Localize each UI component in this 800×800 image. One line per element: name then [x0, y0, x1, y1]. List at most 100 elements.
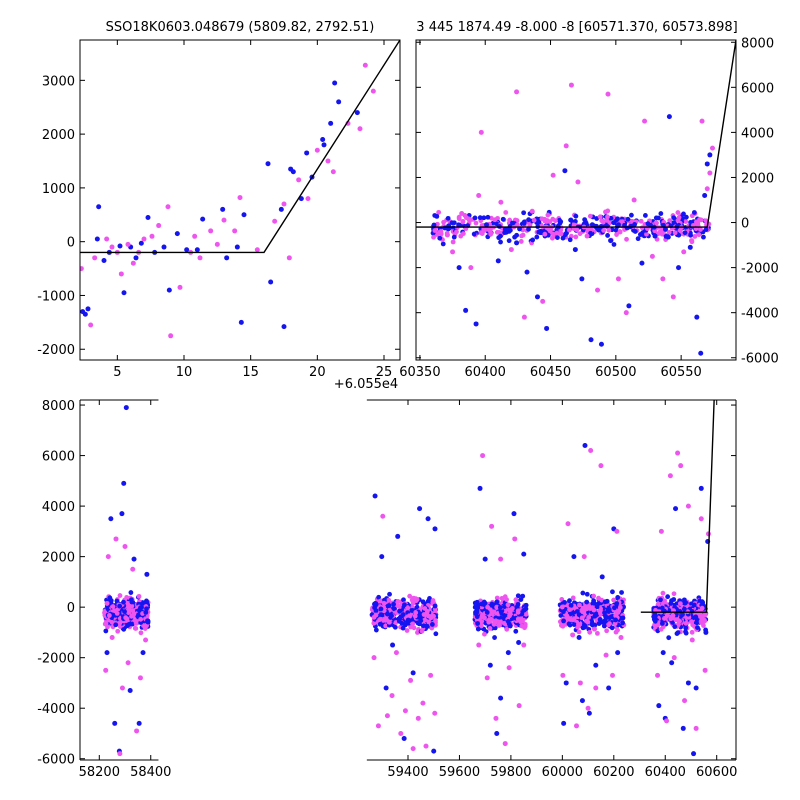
data-point — [410, 621, 416, 627]
data-point — [168, 333, 174, 339]
data-point — [512, 536, 518, 542]
data-point — [680, 725, 686, 731]
data-point — [606, 227, 612, 233]
data-point — [508, 247, 514, 253]
data-point — [123, 615, 129, 621]
data-point — [607, 220, 613, 226]
top-right-panel: 3 445 1874.49 -8.000 -8 [60571.370, 6057… — [399, 20, 779, 380]
data-point — [698, 516, 704, 522]
data-point — [658, 211, 664, 216]
data-point — [605, 91, 611, 97]
data-point — [129, 603, 135, 609]
data-point — [506, 226, 512, 232]
data-point — [701, 234, 706, 240]
data-point — [433, 618, 438, 623]
data-point — [82, 311, 88, 317]
data-point — [444, 232, 450, 238]
fit-line — [80, 40, 400, 254]
data-point — [504, 597, 509, 603]
y-tick-label: 0 — [67, 601, 75, 616]
data-point — [387, 619, 392, 625]
y-tick-label: -6000 — [37, 753, 75, 768]
data-point — [144, 606, 149, 612]
data-point — [402, 708, 408, 714]
data-point — [596, 227, 602, 233]
data-point — [473, 220, 479, 226]
data-point — [699, 118, 705, 124]
data-point — [296, 177, 302, 183]
data-point — [589, 222, 595, 228]
data-point — [567, 598, 572, 604]
data-point — [597, 617, 603, 622]
data-point — [122, 544, 128, 550]
data-point — [431, 222, 437, 228]
data-point — [514, 89, 520, 95]
data-point — [519, 623, 525, 629]
data-point — [121, 290, 127, 296]
data-point — [506, 665, 512, 671]
y-tick-label: -2000 — [741, 262, 779, 277]
data-point — [601, 228, 607, 233]
top-right-frame — [415, 39, 737, 361]
data-point — [520, 232, 526, 238]
data-point — [304, 150, 310, 156]
data-point — [449, 220, 455, 226]
data-point — [629, 212, 634, 218]
data-point — [600, 219, 606, 225]
x-tick-label: 60400 — [645, 765, 686, 780]
data-point — [131, 556, 137, 562]
data-point — [436, 209, 442, 215]
data-point — [495, 258, 501, 264]
data-point — [534, 294, 540, 300]
data-point — [456, 265, 462, 271]
data-point — [119, 511, 125, 517]
data-point — [617, 229, 623, 235]
data-point — [611, 242, 617, 247]
data-point — [450, 249, 456, 255]
x-tick-label: 60500 — [595, 365, 636, 380]
data-point — [423, 743, 429, 749]
data-point — [702, 667, 708, 673]
data-point — [540, 298, 546, 304]
data-point — [456, 216, 462, 222]
y-tick-label: 4000 — [42, 500, 75, 515]
data-point — [592, 626, 598, 632]
data-point — [597, 214, 603, 220]
data-point — [281, 324, 287, 330]
data-point — [685, 680, 691, 686]
x-tick-label: 60450 — [530, 365, 571, 380]
data-point — [676, 265, 682, 271]
data-point — [662, 616, 667, 621]
data-point — [484, 222, 490, 228]
data-point — [200, 216, 206, 222]
data-point — [605, 208, 611, 214]
data-point — [113, 622, 119, 628]
data-point — [612, 605, 617, 611]
data-point — [521, 210, 527, 216]
data-point — [615, 627, 620, 633]
data-point — [498, 610, 504, 616]
data-point — [286, 255, 292, 261]
data-point — [693, 685, 699, 691]
data-point — [637, 232, 643, 237]
data-point — [664, 613, 670, 618]
data-point — [498, 695, 504, 701]
data-point — [698, 350, 704, 356]
data-point — [113, 536, 119, 542]
data-point — [689, 637, 695, 643]
data-point — [694, 221, 700, 227]
data-point — [626, 303, 632, 309]
data-point — [595, 630, 600, 636]
data-point — [577, 231, 583, 237]
data-point — [584, 591, 590, 597]
data-point — [623, 310, 629, 316]
data-point — [584, 599, 590, 605]
y-tick-label: 4000 — [741, 126, 774, 141]
data-point — [121, 480, 127, 486]
data-point — [658, 597, 663, 603]
data-point — [682, 230, 688, 236]
data-point — [674, 601, 680, 607]
data-point — [660, 590, 666, 596]
data-point — [676, 232, 682, 238]
data-point — [379, 554, 385, 560]
